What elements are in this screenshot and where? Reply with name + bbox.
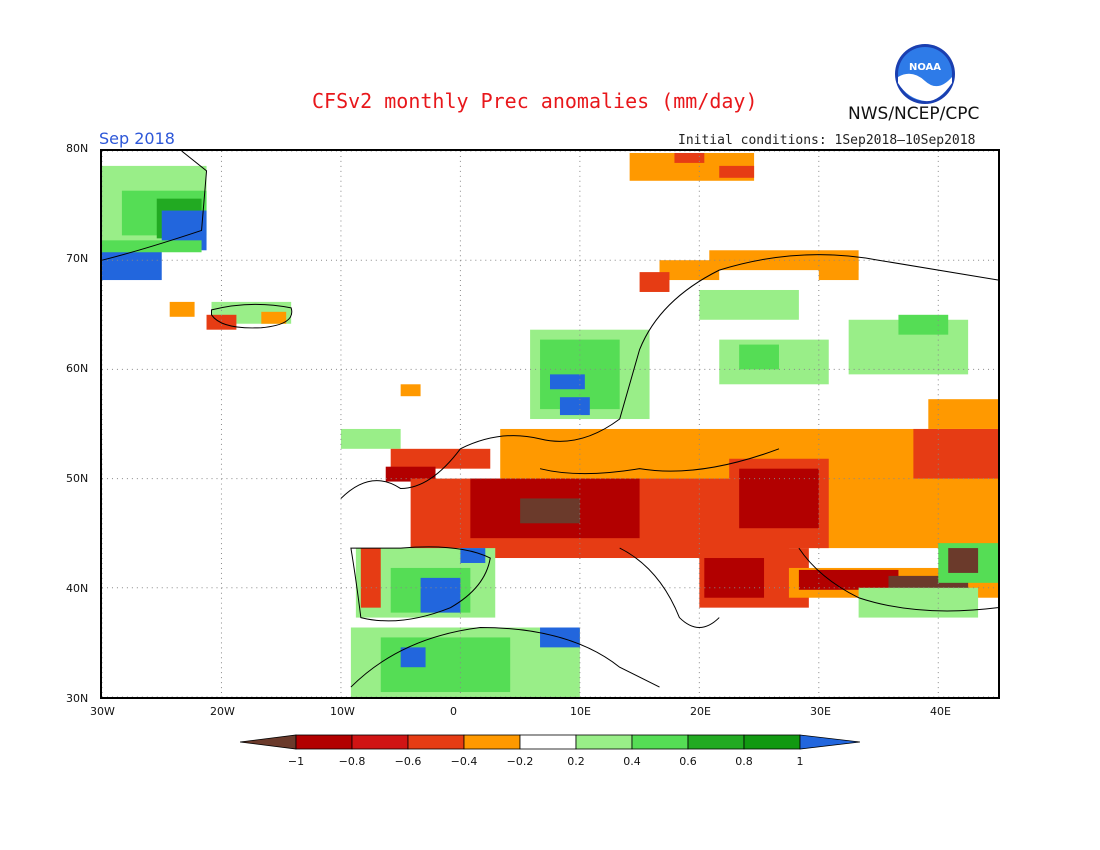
lon-label: 10W — [330, 705, 355, 718]
colorbar-tick-label: 1 — [797, 755, 804, 768]
colorbar-segment — [295, 734, 353, 750]
lon-label: 40E — [930, 705, 951, 718]
colorbar-tick-label: −0.8 — [339, 755, 366, 768]
colorbar-tick-label: −0.6 — [395, 755, 422, 768]
colorbar-segment — [743, 734, 801, 750]
colorbar-segment — [407, 734, 465, 750]
region-iberia — [355, 548, 496, 618]
coastlines — [102, 151, 998, 688]
lat-label: 40N — [66, 582, 89, 595]
colorbar-tick-label: −0.2 — [507, 755, 534, 768]
colorbar-segment — [463, 734, 521, 750]
region-iceland — [169, 301, 292, 330]
lon-label: 20W — [210, 705, 235, 718]
initial-conditions: Initial conditions: 1Sep2018–10Sep2018 — [678, 133, 976, 148]
agency-label: NWS/NCEP/CPC — [848, 104, 980, 124]
noaa-logo-text: NOAA — [909, 62, 941, 73]
region-balkans — [699, 543, 998, 618]
chart-title: CFSv2 monthly Prec anomalies (mm/day) — [312, 89, 758, 113]
lat-label: 80N — [66, 142, 89, 155]
colorbar: −1 −0.8 −0.6 −0.4 −0.2 0.2 0.4 0.6 0.8 1 — [240, 734, 860, 768]
colorbar-segment — [519, 734, 577, 750]
colorbar-tick-label: 0.2 — [567, 755, 585, 768]
colorbar-segment — [351, 734, 409, 750]
graticule — [102, 151, 998, 697]
lon-label: 20E — [690, 705, 711, 718]
colorbar-arrow-left — [240, 734, 297, 750]
lon-label: 30W — [90, 705, 115, 718]
colorbar-tick-label: −0.4 — [451, 755, 478, 768]
lat-label: 30N — [66, 692, 89, 705]
colorbar-tick-label: −1 — [288, 755, 304, 768]
region-uk — [340, 384, 491, 482]
colorbar-segment — [575, 734, 633, 750]
lon-label: 10E — [570, 705, 591, 718]
forecast-month: Sep 2018 — [99, 129, 175, 148]
colorbar-arrow-right — [799, 734, 860, 750]
colorbar-tick-label: 0.6 — [679, 755, 697, 768]
anomaly-map — [100, 149, 1000, 699]
lat-label: 50N — [66, 472, 89, 485]
colorbar-tick-label: 0.4 — [623, 755, 641, 768]
colorbar-tick-label: 0.8 — [735, 755, 753, 768]
lat-label: 70N — [66, 252, 89, 265]
tick-overlay — [102, 151, 998, 697]
region-north-africa — [350, 627, 580, 697]
colorbar-segment — [687, 734, 745, 750]
lon-label: 0 — [450, 705, 457, 718]
noaa-logo: NOAA — [894, 43, 956, 105]
map-canvas — [102, 151, 998, 697]
region-svalbard — [629, 152, 755, 181]
lon-label: 30E — [810, 705, 831, 718]
region-central-europe — [410, 399, 998, 559]
colorbar-segment — [631, 734, 689, 750]
lat-label: 60N — [66, 362, 89, 375]
region-greenland — [102, 165, 207, 281]
